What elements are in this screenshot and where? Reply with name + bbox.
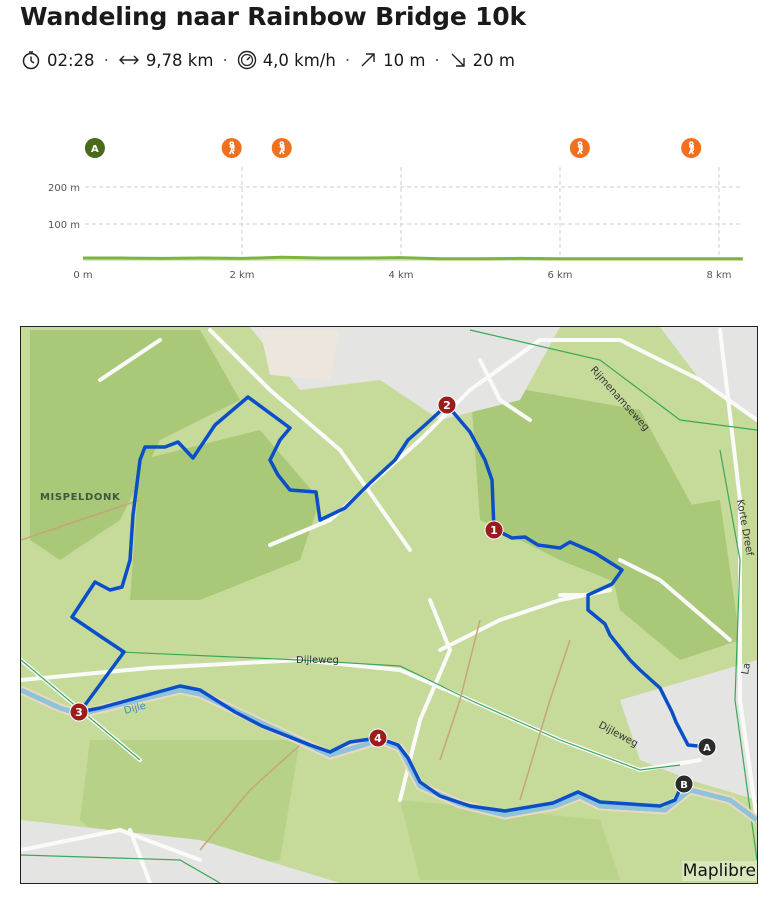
start-marker-circle [84, 138, 105, 158]
stat-value: 4,0 km/h [262, 50, 336, 70]
x-tick-label: 2 km [229, 270, 254, 281]
paths-brown [21, 499, 571, 851]
waypoint-circle [368, 728, 388, 748]
map-attribution[interactable]: Maplibre [681, 861, 757, 881]
ascent-arrow-icon [361, 53, 375, 67]
waypoint-circle [69, 702, 89, 722]
stat-value: 9,78 km [145, 50, 214, 70]
start-marker-circle [697, 737, 717, 757]
waypoint-circle [437, 395, 457, 415]
hiker-figure [279, 141, 285, 155]
waypoint-marker-3[interactable]: 3 [69, 702, 89, 722]
distance-arrows-icon [118, 55, 139, 65]
street-label-dijleweg: Dijleweg [296, 655, 339, 666]
hiker-marker[interactable] [569, 138, 590, 158]
stat-value: 10 m [383, 50, 426, 70]
stat-value: 02:28 [47, 50, 95, 70]
stat-speed: 4,0 km/h [237, 50, 336, 70]
elevation-chart[interactable]: 100 m 200 m 0 m 2 km 4 km 6 km 8 km A [0, 130, 773, 290]
start-marker-label: A [91, 144, 99, 155]
waypoint-marker-1[interactable]: 1 [484, 520, 504, 540]
waypoint-label: 3 [75, 706, 83, 719]
hiker-figure [688, 141, 694, 155]
y-tick-label: 100 m [48, 220, 80, 231]
map-canvas[interactable]: MISPELDONK Rijmenamseweg Korte Dreef Dij… [21, 327, 757, 883]
separator: · [434, 50, 440, 70]
separator: · [344, 50, 351, 70]
hiker-figure [228, 141, 235, 155]
stat-ascent: 10 m [359, 51, 425, 70]
waypoint-marker-4[interactable]: 4 [368, 728, 388, 748]
stat-value: 20 m [472, 50, 515, 70]
separator: · [222, 50, 228, 70]
x-tick-label: 8 km [706, 270, 731, 281]
waypoint-circle [484, 520, 504, 540]
hiker-figure [577, 141, 583, 155]
waypoint-marker-2[interactable]: 2 [437, 395, 457, 415]
hiker-marker[interactable] [221, 138, 242, 158]
y-tick-label: 200 m [48, 183, 80, 194]
start-marker[interactable]: A [84, 138, 105, 158]
route-map[interactable]: MISPELDONK Rijmenamseweg Korte Dreef Dij… [20, 326, 758, 884]
x-tick-label: 6 km [547, 270, 572, 281]
route-stats: 02:28 · 9,78 km · 4,0 km/h · 10 m · 20 m [21, 50, 515, 70]
start-marker[interactable]: A [697, 737, 717, 757]
street-label-partial: La [740, 662, 753, 675]
start-marker-label: A [703, 743, 711, 754]
speedometer-icon [237, 50, 256, 70]
waypoint-label: 2 [443, 399, 451, 412]
separator: · [103, 50, 109, 70]
stat-descent: 20 m [449, 51, 515, 70]
hiker-marker[interactable] [271, 138, 292, 158]
waypoint-label: 1 [490, 524, 498, 537]
place-label-mispeldonk: MISPELDONK [40, 492, 121, 503]
descent-arrow-icon [451, 53, 465, 67]
elevation-line [83, 255, 743, 261]
stat-duration: 02:28 [21, 50, 95, 70]
x-tick-label: 4 km [388, 270, 413, 281]
end-marker-label: B [680, 780, 688, 791]
end-marker-circle [674, 774, 694, 794]
stopwatch-icon [22, 51, 40, 70]
page-title: Wandeling naar Rainbow Bridge 10k [20, 2, 526, 31]
stat-distance: 9,78 km [118, 50, 214, 70]
x-tick-label: 0 m [73, 270, 92, 281]
hiker-marker[interactable] [681, 138, 702, 158]
waypoint-label: 4 [374, 732, 382, 745]
end-marker[interactable]: B [674, 774, 694, 794]
